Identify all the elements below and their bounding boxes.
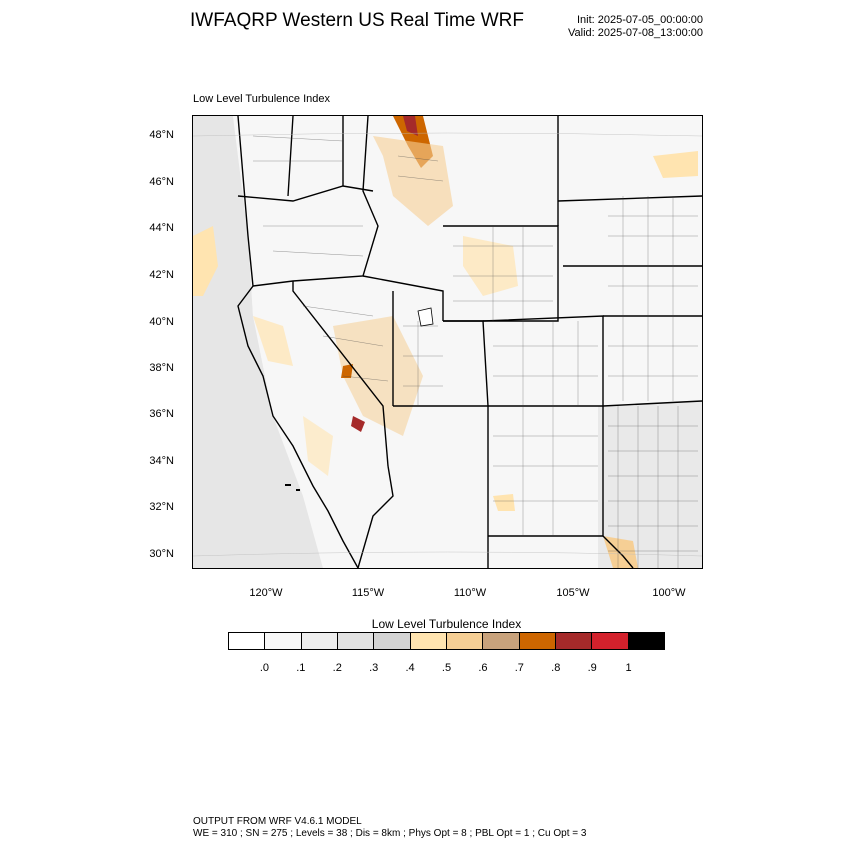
model-version: OUTPUT FROM WRF V4.6.1 MODEL [193,816,362,827]
colorbar-swatch [519,633,556,649]
land-area [233,116,702,568]
colorbar-tick-label: .0 [259,662,269,674]
run-info: Init: 2025-07-05_00:00:00 Valid: 2025-07… [520,14,703,40]
colorbar-tick-label: .2 [332,662,342,674]
lat-label: 46°N [149,176,174,188]
colorbar-swatch [628,633,664,649]
colorbar-tick-label: .1 [296,662,306,674]
ocean-area [193,116,323,568]
colorbar-swatch [555,633,593,649]
colorbar-tick-label: .9 [587,662,597,674]
plains-region [598,401,702,568]
map-canvas [192,115,703,569]
islands [285,484,300,491]
lat-label: 30°N [149,548,174,560]
lake-shape [417,307,434,327]
lon-label: 110°W [453,587,487,599]
model-config: WE = 310 ; SN = 275 ; Levels = 38 ; Dis … [193,828,587,839]
lon-label: 115°W [351,587,385,599]
colorbar-tick-label: .5 [441,662,452,674]
map-subtitle: Low Level Turbulence Index [193,93,330,105]
init-time: Init: 2025-07-05_00:00:00 [577,14,703,26]
colorbar-tick-label: .8 [551,662,561,674]
colorbar-swatch [229,633,266,649]
colorbar-tick-label: .3 [369,662,379,674]
lat-label: 48°N [149,129,174,141]
turbulence-patches [193,116,698,568]
colorbar-swatch [301,633,338,649]
colorbar-swatch [265,633,302,649]
lat-label: 44°N [149,222,174,234]
turbulence-map [192,115,703,569]
colorbar-tick-label: .4 [405,662,415,674]
lon-label: 120°W [249,587,283,599]
colorbar-tick-label: .7 [514,662,524,674]
colorbar-swatch [483,633,520,649]
colorbar-title: Low Level Turbulence Index [371,617,522,631]
colorbar-swatch [446,633,484,649]
lat-label: 36°N [149,408,174,420]
valid-time: Valid: 2025-07-08_13:00:00 [568,27,703,39]
lat-label: 42°N [149,269,174,281]
page-title: IWFAQRP Western US Real Time WRF [190,10,524,31]
lat-label: 38°N [149,362,174,374]
colorbar-tick-label: .6 [478,662,488,674]
state-boundaries [237,115,703,569]
colorbar [228,632,665,650]
colorbar-swatch [337,633,375,649]
colorbar-swatch [374,633,411,649]
lat-label: 34°N [149,455,174,467]
model-info: OUTPUT FROM WRF V4.6.1 MODEL WE = 310 ; … [193,816,586,840]
colorbar-tick-label: 1 [625,662,632,674]
colorbar-swatch [410,633,447,649]
lon-label: 100°W [652,587,686,599]
colorbar-swatch [592,633,629,649]
lat-label: 40°N [149,316,174,328]
lat-label: 32°N [149,501,174,513]
lon-label: 105°W [556,587,590,599]
graticule [192,132,703,557]
county-boundaries [252,135,698,568]
